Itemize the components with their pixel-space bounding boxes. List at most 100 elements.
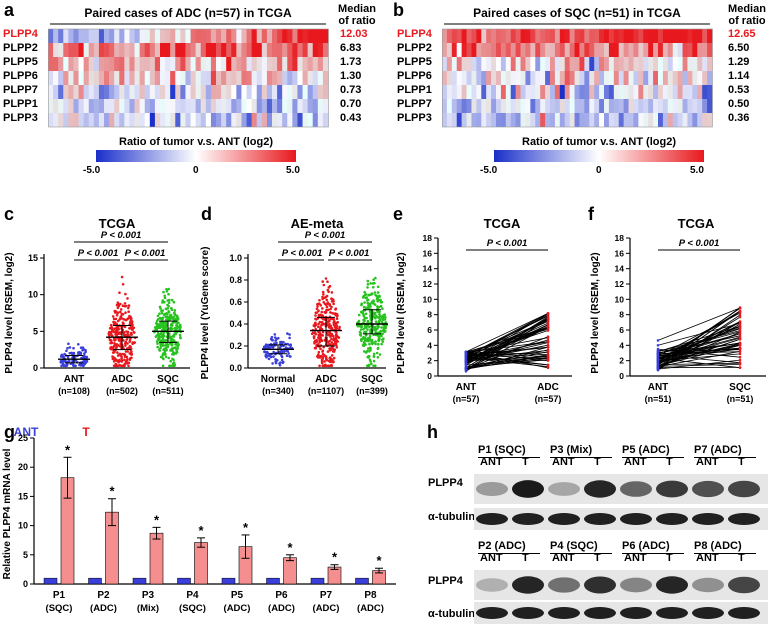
data-point [316,303,319,306]
heatmap-cell [697,57,703,71]
heatmap-cell [559,57,566,71]
heatmap-median-value: 12.03 [340,28,368,40]
data-point [656,353,660,356]
heatmap-cell [221,113,227,127]
data-point [274,361,278,365]
data-point [170,344,174,347]
heatmap-median-value: 12.65 [728,28,756,40]
heatmap-cell [584,85,590,99]
heatmap-cell [185,113,191,127]
data-point [328,284,332,288]
data-point [275,341,278,345]
data-point [65,349,68,353]
heatmap-cell [139,113,146,127]
data-point [161,353,165,357]
data-point [546,343,550,347]
data-point [368,339,371,342]
sig-label: P < 0.001 [101,230,142,241]
data-point [366,283,370,286]
heatmap-cell [515,85,521,99]
data-point [271,338,274,342]
data-point [167,310,171,314]
heatmap-cell [515,57,521,71]
heatmap-cell [658,99,664,113]
heatmap-cell [190,29,197,43]
heatmap-cell [707,43,713,57]
group-label: SQC [361,374,383,385]
data-point [330,341,334,344]
data-point [119,302,122,306]
data-point [81,360,85,363]
heatmap-cell [322,43,329,57]
data-point [158,349,162,352]
heatmap-cell [63,57,69,71]
data-point [364,334,368,337]
heatmap-cell [515,99,521,113]
heatmap-cell [312,43,319,57]
data-point [77,343,80,346]
data-point [278,364,282,367]
heatmap-cell [707,57,713,71]
data-point [334,307,338,310]
data-point [269,346,272,349]
heatmap-cell [594,85,600,99]
data-point [116,306,120,310]
heatmap-cell [88,57,95,71]
data-point [264,353,268,356]
heatmap-cell [604,71,610,85]
data-point [314,327,317,331]
data-point [114,346,118,350]
heatmap-cell [165,71,171,85]
heatmap-cell [461,29,467,43]
data-point [358,324,362,328]
heatmap-cell [682,43,688,57]
data-point [170,335,173,339]
data-point [156,338,160,342]
wb-header-line [550,457,612,458]
heatmap-cell [559,99,566,113]
heatmap-cell [481,71,487,85]
heatmap-cell [139,85,146,99]
bar-ant [266,577,280,585]
heatmap-cell [628,29,634,43]
data-point [173,326,177,330]
data-point [382,337,385,340]
heatmap-cell [589,71,595,85]
data-point [376,291,380,294]
heatmap-cell [160,71,166,85]
heatmap-cell [682,113,688,127]
data-point [381,318,385,321]
heatmap-cell [226,99,232,113]
heatmap-cell [48,99,54,113]
heatmap-cell [510,43,517,57]
heatmap-cell [48,43,54,57]
heatmap-cell [256,113,263,127]
data-point [336,321,339,324]
heatmap-cell [292,99,298,113]
heatmap-median-value: 0.43 [340,112,362,124]
heatmap-cell [451,71,458,85]
heatmap-cell [236,57,242,71]
heatmap-cell [93,113,100,127]
heatmap-cell [114,29,120,43]
data-point [332,299,335,303]
data-point [77,352,80,356]
data-point [369,293,372,296]
heatmap-cell [564,29,571,43]
heatmap-cell [471,113,477,127]
heatmap-cell [589,43,595,57]
heatmap-cell [154,29,161,43]
heatmap-cell [241,29,247,43]
data-point [158,316,162,320]
heatmap-cell [114,43,120,57]
heatmap-cell [604,85,610,99]
blot-band [548,577,580,593]
wb-header-line [694,457,756,458]
heatmap-cell [667,29,674,43]
data-point [738,350,742,353]
heatmap-cell [83,113,90,127]
data-point [546,345,550,349]
colorbar-a [96,150,296,162]
heatmap-cell [707,113,713,127]
data-point [332,334,335,338]
